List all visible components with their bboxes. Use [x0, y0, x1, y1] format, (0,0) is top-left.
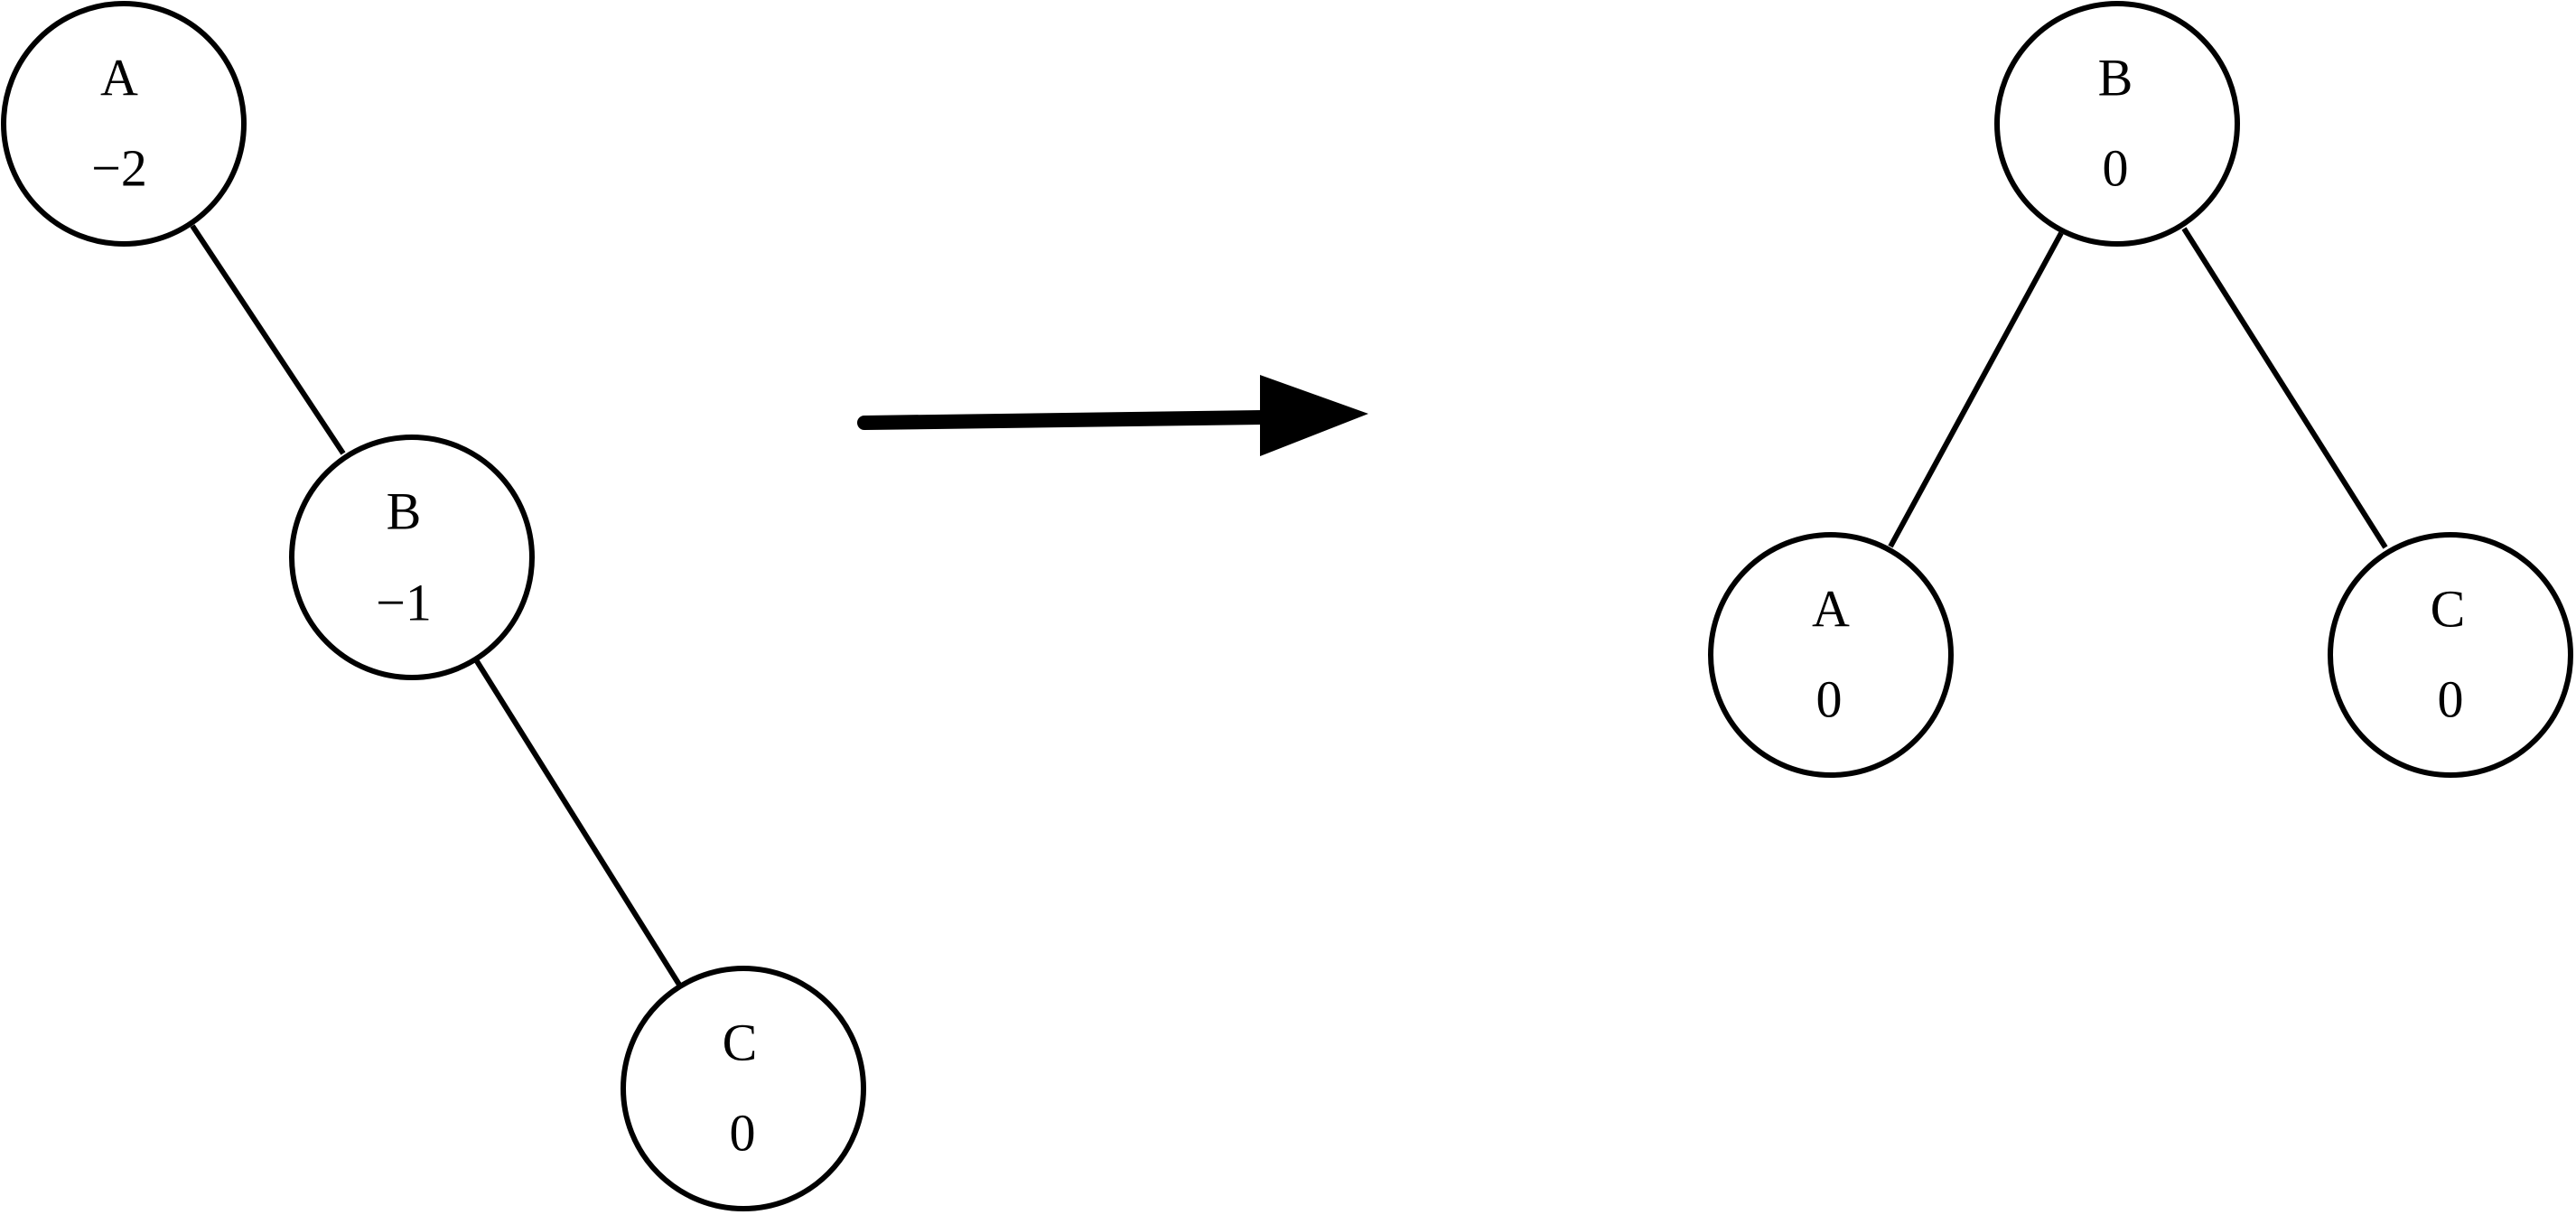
arrow-shaft	[857, 410, 1272, 430]
arrow-head	[1260, 375, 1368, 456]
node-label: C	[723, 1013, 758, 1071]
after-node-a: A 0	[1708, 532, 1954, 778]
node-balance: 0	[1816, 669, 1843, 728]
node-label: B	[2098, 48, 2133, 107]
node-balance: −2	[91, 138, 147, 197]
edge-after-b-a	[1888, 231, 2064, 548]
node-balance: 0	[2103, 138, 2129, 197]
before-node-c: C 0	[621, 966, 866, 1211]
node-balance: 0	[730, 1103, 756, 1162]
after-node-c: C 0	[2328, 532, 2573, 778]
transform-arrow	[857, 375, 1368, 456]
edge-before-b-c	[474, 659, 682, 986]
before-node-a: A −2	[1, 1, 247, 247]
node-label: A	[1812, 579, 1850, 638]
before-node-b: B −1	[289, 435, 535, 680]
edge-before-a-b	[190, 224, 346, 455]
node-label: B	[387, 481, 422, 540]
node-balance: −1	[376, 573, 432, 631]
node-label: C	[2431, 579, 2466, 638]
after-node-b: B 0	[1994, 1, 2240, 247]
node-label: A	[100, 48, 138, 107]
edge-after-b-c	[2181, 227, 2388, 549]
node-balance: 0	[2438, 669, 2464, 728]
